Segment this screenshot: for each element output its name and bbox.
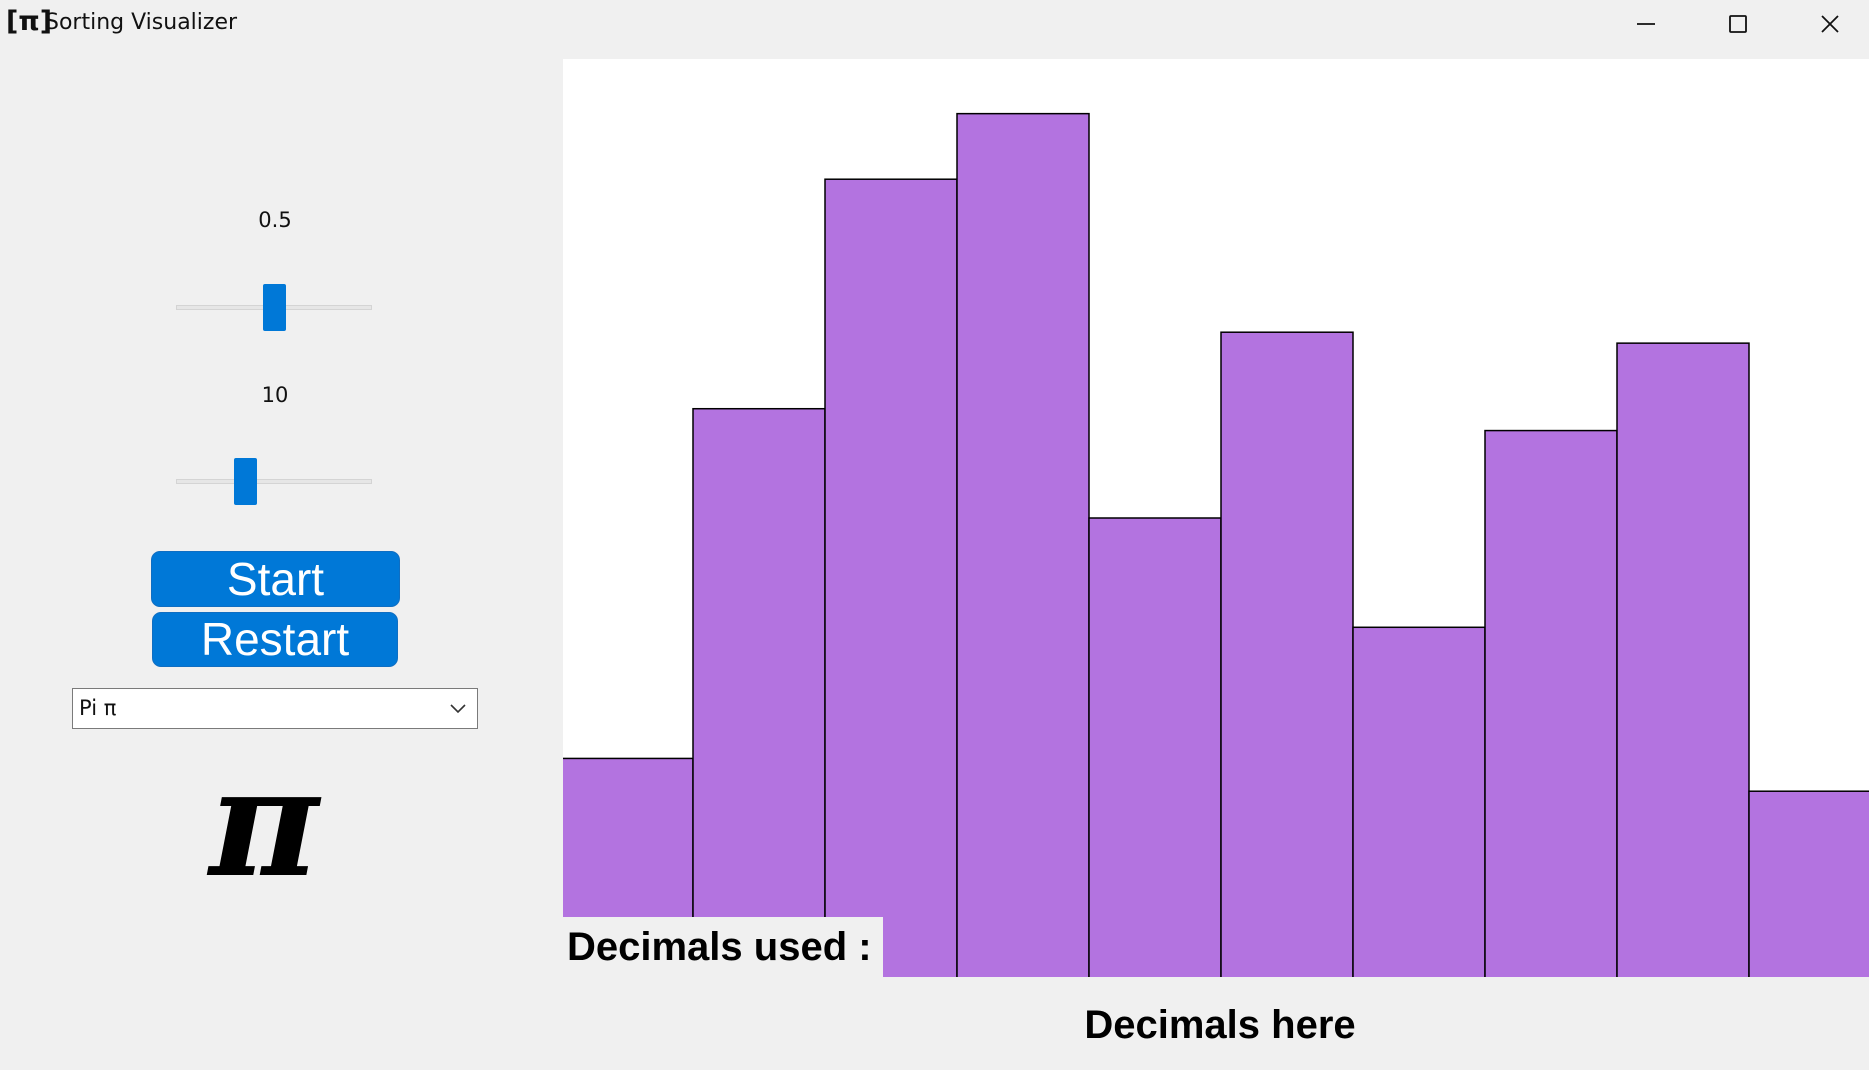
bar-9 <box>1616 342 1750 977</box>
constant-select[interactable]: Pi π <box>72 688 478 729</box>
title-bar: [π] Sorting Visualizer <box>0 0 1869 56</box>
decimals-used-label: Decimals used : <box>563 917 883 977</box>
maximize-button[interactable] <box>1692 0 1784 48</box>
speed-slider-thumb[interactable] <box>262 284 286 331</box>
count-slider-thumb[interactable] <box>233 458 257 505</box>
bar-10 <box>1748 790 1869 977</box>
constant-select-value: Pi π <box>79 696 117 720</box>
restart-button[interactable]: Restart <box>152 612 398 667</box>
start-button[interactable]: Start <box>151 551 400 607</box>
bar-chart-svg <box>563 112 1869 977</box>
minimize-button[interactable] <box>1600 0 1692 48</box>
app-icon: [π] <box>6 6 53 37</box>
count-slider-track[interactable] <box>176 479 372 484</box>
bar-chart <box>563 59 1869 977</box>
minimize-icon <box>1637 23 1655 25</box>
bar-4 <box>956 112 1090 977</box>
window-title: Sorting Visualizer <box>45 10 238 35</box>
decimals-output: Decimals here <box>1084 1003 1356 1047</box>
maximize-icon <box>1729 15 1747 33</box>
speed-value-label: 0.5 <box>258 208 292 232</box>
speed-slider[interactable] <box>176 284 372 332</box>
bar-3 <box>824 178 958 977</box>
bar-2 <box>692 407 826 977</box>
bar-5 <box>1088 517 1222 977</box>
bar-7 <box>1352 626 1486 977</box>
bar-6 <box>1220 331 1354 977</box>
close-button[interactable] <box>1784 0 1869 48</box>
pi-symbol: π <box>209 735 319 911</box>
bar-8 <box>1484 429 1618 977</box>
close-icon <box>1821 15 1839 33</box>
count-value-label: 10 <box>261 383 289 407</box>
chevron-down-icon <box>450 704 466 714</box>
count-slider[interactable] <box>176 458 372 506</box>
